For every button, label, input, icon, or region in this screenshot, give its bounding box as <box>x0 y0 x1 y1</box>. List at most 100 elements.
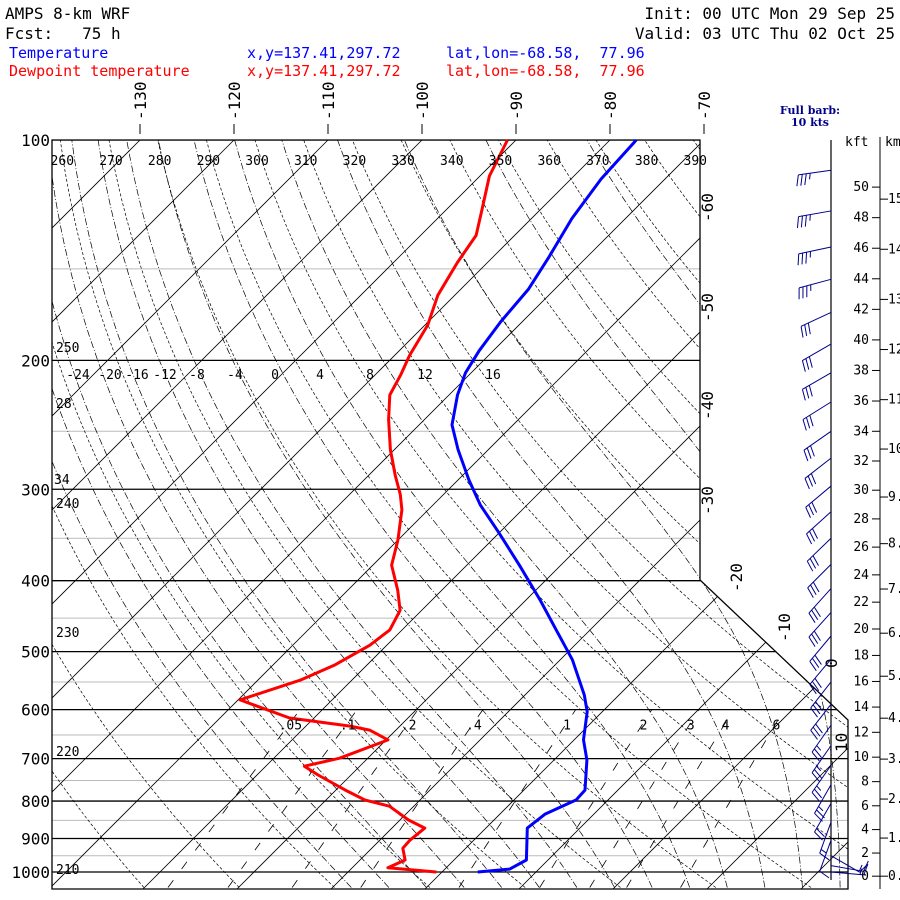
barb-staff <box>806 511 832 535</box>
barb-full-tick <box>809 661 817 671</box>
moist-adiabat-label: 8 <box>366 368 374 383</box>
barb-full-tick <box>809 530 816 542</box>
barb-full-tick <box>800 326 804 338</box>
mixing-ratio-label: .2 <box>401 719 417 734</box>
plot-outline <box>51 139 849 890</box>
barb-full-tick <box>800 174 803 186</box>
barb-full-tick <box>813 630 821 641</box>
barb-full-tick <box>813 769 823 779</box>
barb-staff <box>803 430 832 451</box>
barb-full-tick <box>811 609 819 620</box>
barb-full-tick <box>811 633 819 644</box>
isotherm-right-label: -50 <box>698 293 717 322</box>
kft-tick-label: 46 <box>853 241 869 256</box>
kft-tick-label: 10 <box>853 750 869 765</box>
barb-staff <box>802 343 832 361</box>
height-axis: kft km02468101214161820222426283032343638… <box>845 135 900 889</box>
legend-dewpoint-latlon: lat,lon=-68.58, 77.96 <box>446 62 645 80</box>
isotherm-line <box>517 140 848 889</box>
isotherm-line <box>52 140 705 889</box>
legend-temperature-name: Temperature <box>9 44 108 62</box>
isotherm-line <box>329 140 848 889</box>
isotherm-right-label: -30 <box>698 486 717 515</box>
barb-full-tick <box>808 636 816 647</box>
dry-adiabat-label: 330 <box>391 154 414 169</box>
forecast-hour: Fcst: 75 h <box>5 24 121 43</box>
moist-adiabat-line <box>337 140 766 888</box>
mixing-ratio-line <box>227 709 358 888</box>
dry-adiabat-label: 280 <box>148 154 171 169</box>
wind-barb <box>811 765 832 802</box>
dry-adiabat-line <box>546 140 848 888</box>
barb-full-tick <box>806 560 814 572</box>
barb-half-tick <box>809 173 811 180</box>
barb-staff <box>804 457 832 479</box>
isotherm-top-label: -90 <box>507 91 526 120</box>
wind-barb <box>800 311 832 338</box>
barb-staff <box>800 311 832 327</box>
mixing-ratio-label: 6 <box>772 719 780 734</box>
barb-staff <box>819 840 832 872</box>
kft-tick-label: 42 <box>853 302 869 317</box>
wind-barb <box>810 681 832 718</box>
wind-barb <box>814 784 832 822</box>
barb-full-tick <box>813 788 823 799</box>
mixing-ratio-line <box>458 709 577 888</box>
mixing-ratio-label: .4 <box>466 719 482 734</box>
barb-staff <box>810 681 832 709</box>
barb-full-tick <box>812 581 820 593</box>
km-label: km <box>885 135 900 150</box>
barb-staff <box>798 210 832 218</box>
isotherm-top-label: -100 <box>413 81 432 120</box>
dry-adiabat-label: 350 <box>489 154 512 169</box>
pressure-tick-label: 900 <box>21 830 50 849</box>
kft-tick-label: 32 <box>853 454 869 469</box>
km-tick-label: 13. <box>888 292 900 307</box>
wind-barb <box>819 840 832 879</box>
kft-tick-label: 36 <box>853 394 869 409</box>
left-edge-label: 210 <box>56 863 79 878</box>
barb-full-tick <box>811 792 820 802</box>
barb-full-tick <box>814 678 822 688</box>
km-tick-label: 14. <box>888 242 900 257</box>
left-edge-label: 28 <box>56 397 72 412</box>
mixing-ratio-label: 1 <box>563 719 571 734</box>
moist-adiabat-label: 12 <box>417 368 433 383</box>
isotherm-top-label: -120 <box>225 81 244 120</box>
km-tick-label: 3. <box>888 752 900 767</box>
pressure-tick-label: 100 <box>21 131 50 150</box>
moist-adiabat-line <box>404 140 803 888</box>
pressure-tick-label: 300 <box>21 480 50 499</box>
pressure-tick-label: 400 <box>21 572 50 591</box>
wind-barb <box>809 635 832 671</box>
barb-staff <box>798 278 832 289</box>
barb-full-tick <box>805 507 811 518</box>
km-tick-label: 11. <box>888 393 900 408</box>
wind-barb <box>811 745 832 782</box>
kft-tick-label: 40 <box>853 333 869 348</box>
wind-barb <box>810 703 832 740</box>
wind-barb <box>804 457 832 490</box>
km-tick-label: 10. <box>888 442 900 457</box>
kft-tick-label: 12 <box>853 725 869 740</box>
wind-barb <box>808 612 832 647</box>
mixing-ratio-label: 4 <box>722 719 730 734</box>
isotherm-right-label: -10 <box>775 613 794 642</box>
valid-time: Valid: 03 UTC Thu 02 Oct 25 <box>635 24 895 43</box>
barb-full-tick <box>812 726 821 737</box>
wind-barb <box>802 401 832 431</box>
barb-staff <box>808 588 832 614</box>
barb-half-tick <box>859 864 863 871</box>
mixing-ratio-line <box>360 709 484 888</box>
isotherm-line <box>52 140 423 889</box>
legend-temperature-xy: x,y=137.41,297.72 <box>247 44 401 62</box>
barb-half-tick <box>818 806 824 812</box>
moist-adiabat-label: -16 <box>125 368 148 383</box>
wind-barb <box>801 343 832 372</box>
kft-tick-label: 22 <box>853 595 869 610</box>
barb-half-tick <box>816 745 822 751</box>
wind-barb <box>811 724 832 762</box>
barb-full-tick <box>808 356 813 368</box>
isotherm-line <box>0 140 46 891</box>
barb-half-tick <box>816 785 822 791</box>
